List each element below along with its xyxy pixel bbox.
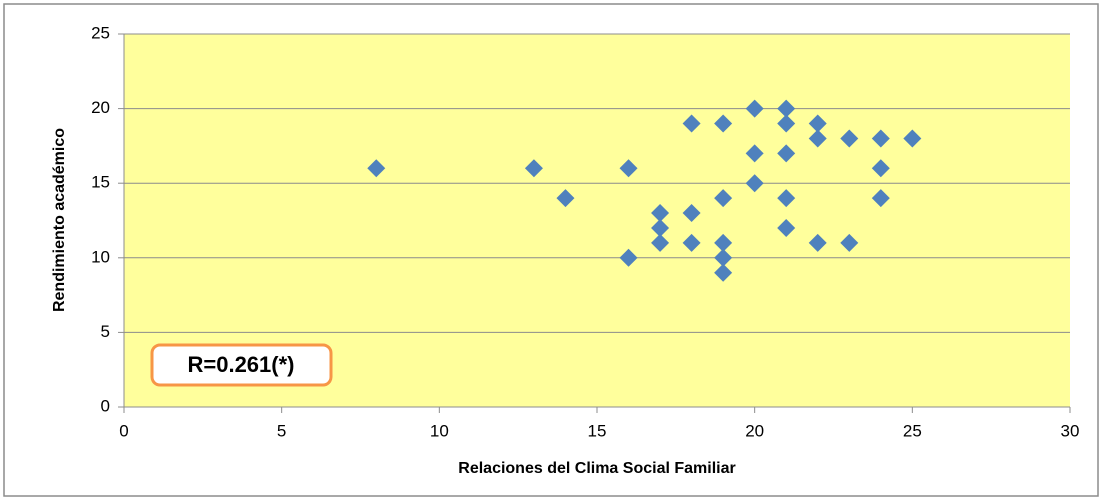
point: [714, 233, 733, 252]
point: [777, 189, 796, 208]
point: [714, 189, 733, 208]
point: [524, 159, 543, 178]
point: [682, 114, 701, 133]
point: [777, 114, 796, 133]
point: [745, 174, 764, 193]
point: [808, 114, 827, 133]
point: [682, 233, 701, 252]
x-tick-label: 20: [745, 421, 764, 440]
y-tick-label: 15: [91, 173, 110, 192]
point: [651, 233, 670, 252]
point: [777, 218, 796, 237]
point: [682, 204, 701, 223]
point: [745, 99, 764, 118]
y-tick-label: 25: [91, 23, 110, 42]
x-tick-label: 25: [903, 421, 922, 440]
point: [745, 144, 764, 163]
annotation-box: [150, 343, 333, 387]
point: [808, 129, 827, 148]
x-tick-label: 30: [1061, 421, 1080, 440]
point: [714, 114, 733, 133]
x-axis-title: Relaciones del Clima Social Familiar: [458, 460, 735, 477]
point: [651, 204, 670, 223]
y-tick-label: 0: [101, 396, 110, 415]
y-tick-label: 5: [101, 322, 110, 341]
point: [619, 248, 638, 267]
point: [871, 159, 890, 178]
x-tick-label: 15: [588, 421, 607, 440]
y-axis-title: Rendimiento académico: [51, 128, 68, 312]
y-tick-label: 10: [91, 247, 110, 266]
x-tick-label: 10: [430, 421, 449, 440]
point: [903, 129, 922, 148]
point: [714, 263, 733, 282]
point: [840, 129, 859, 148]
point: [871, 189, 890, 208]
point: [556, 189, 575, 208]
point: [871, 129, 890, 148]
point: [777, 144, 796, 163]
point: [619, 159, 638, 178]
point: [777, 99, 796, 118]
point: [651, 218, 670, 237]
point: [714, 248, 733, 267]
x-tick-label: 5: [277, 421, 286, 440]
annotation: R=0.261(*): [187, 352, 294, 377]
point: [367, 159, 386, 178]
point: [840, 233, 859, 252]
point: [808, 233, 827, 252]
y-tick-label: 20: [91, 98, 110, 117]
x-tick-label: 0: [119, 421, 128, 440]
